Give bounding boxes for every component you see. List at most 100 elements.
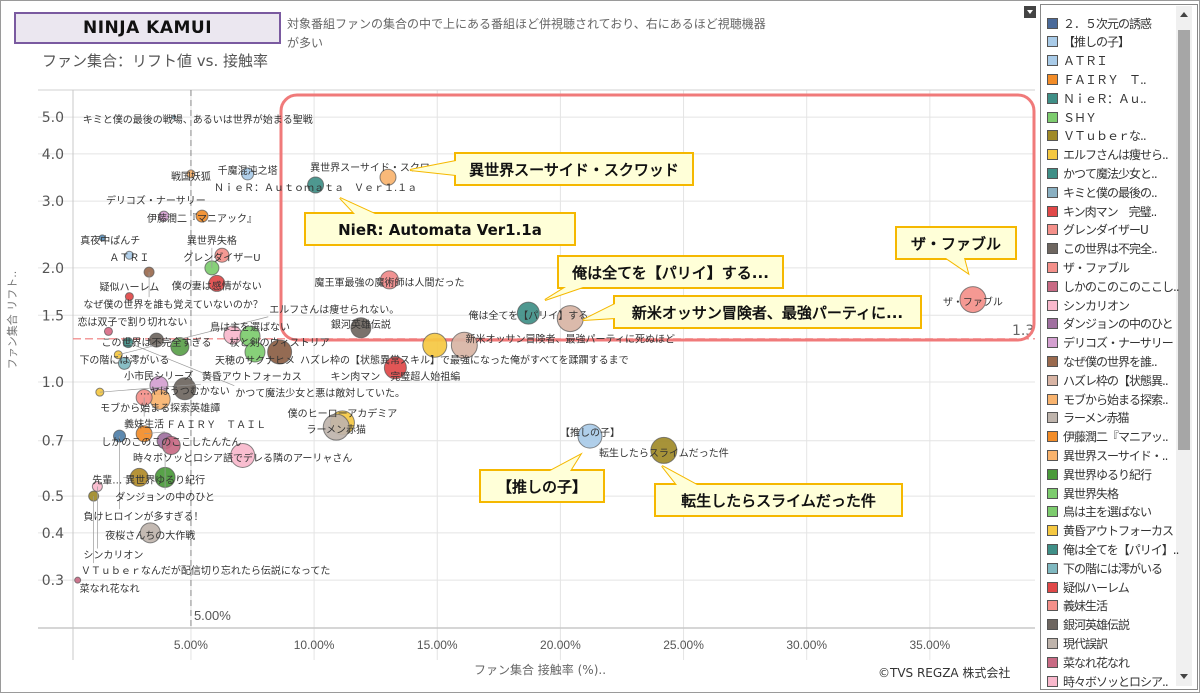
legend-swatch: [1047, 581, 1058, 593]
x-tick-label: 35.00%: [909, 638, 950, 652]
legend-label: 下の階には澪がいる: [1063, 561, 1163, 576]
data-label: キミと僕の最後の戦場、あるいは世界が始まる聖戦: [83, 113, 313, 126]
data-label: ザ・ファブル: [943, 296, 1003, 309]
data-point: [350, 317, 372, 339]
callout-pointer-fill: [545, 287, 583, 300]
callout-box: [613, 295, 922, 329]
legend-item[interactable]: 異世界スーサイド・..: [1047, 446, 1168, 464]
legend-item[interactable]: なぜ僕の世界を誰..: [1047, 352, 1158, 370]
legend-swatch: [1047, 337, 1058, 349]
legend-swatch: [1047, 449, 1058, 461]
legend-label: かつて魔法少女と..: [1063, 166, 1158, 181]
legend-item[interactable]: 異世界失格: [1047, 484, 1119, 502]
legend-label: この世界は不完全..: [1063, 242, 1158, 257]
data-point: [241, 167, 255, 181]
legend-item[interactable]: ２．５次元の誘惑: [1047, 14, 1152, 32]
legend-item[interactable]: 黄昏アウトフォーカス: [1047, 522, 1174, 540]
callout-label: 新米オッサン冒険者、最強パーティに...: [632, 304, 903, 322]
data-point: [959, 286, 987, 314]
legend-label: 疑似ハーレム: [1063, 580, 1130, 595]
legend-item[interactable]: 異世界ゆるり紀行: [1047, 465, 1152, 483]
legend-item[interactable]: 義妹生活: [1047, 597, 1108, 615]
legend-item[interactable]: 銀河英雄伝説: [1047, 616, 1130, 634]
legend-item[interactable]: しかのこのこのここし..: [1047, 277, 1180, 295]
data-label: 異世界失格: [187, 234, 237, 247]
data-label: ラーメン赤猫: [306, 423, 366, 436]
legend-label: 俺は全てを【パリイ】..: [1063, 542, 1179, 557]
legend-item[interactable]: かつて魔法少女と..: [1047, 164, 1158, 182]
legend-item[interactable]: モブから始まる探索..: [1047, 390, 1169, 408]
legend-label: エルフさんは痩せら..: [1063, 148, 1169, 163]
data-label: 転生したらスライムだった件: [599, 446, 729, 459]
legend-label: 異世界ゆるり紀行: [1063, 467, 1152, 482]
legend-item[interactable]: 時々ボソッとロシア..: [1047, 672, 1169, 690]
data-point: [244, 341, 266, 363]
legend-label: キン肉マン 完璧..: [1063, 204, 1157, 219]
legend-item[interactable]: ＳＨＹ: [1047, 108, 1097, 126]
data-label: 夜桜さんちの大作戦: [105, 529, 195, 542]
callout-label: 【推しの子】: [497, 478, 587, 496]
legend-item[interactable]: 伊藤潤二『マニアッ..: [1047, 428, 1169, 446]
legend-swatch: [1047, 167, 1058, 179]
legend-item[interactable]: デリコズ・ナーサリー: [1047, 334, 1174, 352]
legend-swatch: [1047, 92, 1058, 104]
data-point: [214, 247, 230, 263]
data-point: [379, 270, 399, 290]
legend-item[interactable]: 下の階には澪がいる: [1047, 559, 1163, 577]
legend-item[interactable]: 現代誤訳: [1047, 634, 1108, 652]
callouts: 異世界スーサイド・スクワッド NieR: Automata Ver1.1a ザ・ファ…: [304, 152, 1017, 517]
legend-item[interactable]: グレンダイザーU: [1047, 221, 1149, 239]
legend-item[interactable]: ＶＴｕｂｅｒな..: [1047, 127, 1147, 145]
data-point: [650, 436, 678, 464]
legend-label: 黄昏アウトフォーカス: [1063, 524, 1174, 539]
legend-item[interactable]: 菜なれ花なれ: [1047, 653, 1130, 671]
scroll-up-icon[interactable]: [1180, 12, 1188, 17]
x-axis-title: ファン集合 接触率 (%)..: [474, 662, 606, 677]
legend-item[interactable]: ＮｉｅＲ：Ａｕ..: [1047, 89, 1147, 107]
legend-label: ＳＨＹ: [1063, 110, 1097, 125]
legend-swatch: [1047, 17, 1058, 29]
legend-item[interactable]: この世界は不完全..: [1047, 240, 1158, 258]
legend-item[interactable]: キン肉マン 完璧..: [1047, 202, 1157, 220]
legend-item[interactable]: 鳥は主を選ばない: [1047, 503, 1152, 521]
legend-label: 義妹生活: [1063, 599, 1108, 614]
legend-item[interactable]: ザ・ファブル: [1047, 258, 1130, 276]
label-leader-line: [118, 316, 269, 356]
legend-item[interactable]: ハズレ枠の【状態異..: [1047, 371, 1169, 389]
legend-swatch: [1047, 525, 1058, 537]
legend-item[interactable]: ダンジョンの中のひと: [1047, 315, 1174, 333]
legend-label: ＶＴｕｂｅｒな..: [1063, 129, 1147, 144]
legend-label: 異世界スーサイド・..: [1063, 448, 1168, 463]
legend-item[interactable]: シンカリオン: [1047, 296, 1130, 314]
legend-item[interactable]: ＡＴＲＩ: [1047, 52, 1108, 70]
legend-item[interactable]: 疑似ハーレム: [1047, 578, 1130, 596]
legend-item[interactable]: ＦＡＩＲＹ Ｔ..: [1047, 70, 1147, 88]
legend-item[interactable]: キミと僕の最後の..: [1047, 183, 1158, 201]
data-label: 異世界ゆるり紀行: [125, 473, 205, 486]
legend-item[interactable]: 俺は全てを【パリイ】..: [1047, 540, 1179, 558]
data-label: ＮｉｅＲ：Ａｕｔｏｍａｔａ Ｖｅｒ１.１ａ: [214, 182, 417, 194]
legend-scrollbar-thumb[interactable]: [1178, 30, 1190, 450]
data-label: ＦＡＩＲＹ ＴＡＩＬ: [166, 420, 266, 431]
data-label: グレンダイザーU: [183, 251, 260, 264]
legend-label: ダンジョンの中のひと: [1063, 317, 1174, 332]
data-point: [124, 292, 134, 302]
legend-swatch: [1047, 487, 1058, 499]
data-label: 時々ボソッとロシア語でデレる隣のアーリャさん: [133, 451, 352, 464]
legend-item[interactable]: ラーメン赤猫: [1047, 409, 1130, 427]
legend-item[interactable]: 【推しの子】: [1047, 33, 1130, 51]
data-point: [161, 435, 181, 455]
data-point: [186, 169, 196, 179]
data-point: [208, 274, 226, 292]
scroll-down-icon[interactable]: [1180, 674, 1188, 679]
data-label: 小市民シリーズ: [124, 369, 194, 382]
data-point: [195, 209, 209, 223]
legend-item[interactable]: エルフさんは痩せら..: [1047, 146, 1169, 164]
chart-menu-dropdown-icon[interactable]: [1024, 6, 1036, 18]
legend-label: なぜ僕の世界を誰..: [1063, 354, 1158, 369]
data-point: [148, 332, 164, 348]
data-label: 魔王軍最強の魔術師は人間だった: [314, 276, 464, 289]
legend-label: 鳥は主を選ばない: [1063, 505, 1152, 520]
legend-swatch: [1047, 130, 1058, 142]
data-point: [516, 301, 540, 325]
